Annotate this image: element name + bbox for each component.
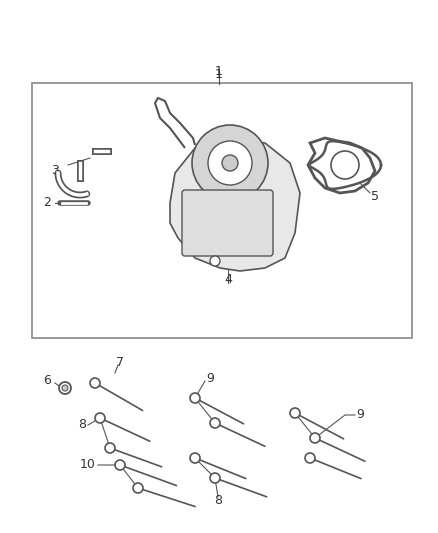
Circle shape	[310, 433, 320, 443]
Circle shape	[59, 382, 71, 394]
Circle shape	[62, 385, 68, 391]
Text: 8: 8	[78, 418, 86, 432]
Circle shape	[222, 155, 238, 171]
Circle shape	[290, 408, 300, 418]
Text: 3: 3	[51, 164, 59, 176]
Circle shape	[190, 393, 200, 403]
Bar	[32, 83, 412, 338]
Text: 10: 10	[80, 458, 96, 472]
Text: 7: 7	[116, 357, 124, 369]
Text: 8: 8	[214, 495, 222, 507]
Circle shape	[305, 453, 315, 463]
Circle shape	[208, 141, 252, 185]
Circle shape	[190, 453, 200, 463]
Circle shape	[210, 418, 220, 428]
Polygon shape	[170, 138, 300, 271]
Circle shape	[133, 483, 143, 493]
Circle shape	[105, 443, 115, 453]
Circle shape	[331, 151, 359, 179]
Text: 2: 2	[43, 197, 51, 209]
Text: 9: 9	[206, 372, 214, 384]
Circle shape	[115, 460, 125, 470]
FancyBboxPatch shape	[182, 190, 273, 256]
Circle shape	[95, 413, 105, 423]
Text: 6: 6	[43, 374, 51, 386]
Text: 9: 9	[356, 408, 364, 422]
Circle shape	[210, 256, 220, 266]
Text: 5: 5	[371, 190, 379, 203]
Circle shape	[210, 473, 220, 483]
Text: 1: 1	[215, 68, 223, 81]
Text: 1: 1	[215, 65, 223, 78]
Circle shape	[192, 125, 268, 201]
Text: 4: 4	[224, 273, 232, 286]
Circle shape	[90, 378, 100, 388]
